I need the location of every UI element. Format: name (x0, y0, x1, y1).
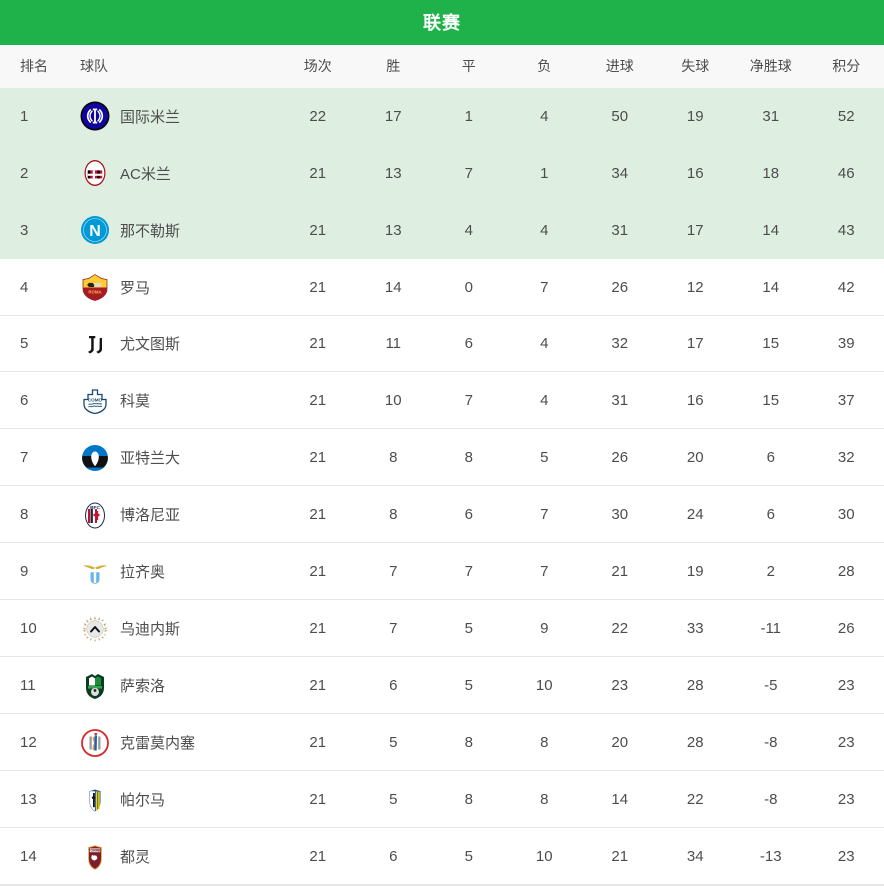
svg-text:BFC: BFC (90, 505, 100, 511)
svg-text:COMO: COMO (88, 397, 103, 402)
svg-text:ROMA: ROMA (88, 290, 101, 295)
svg-text:N: N (89, 223, 101, 240)
svg-text:FC: FC (97, 848, 101, 852)
